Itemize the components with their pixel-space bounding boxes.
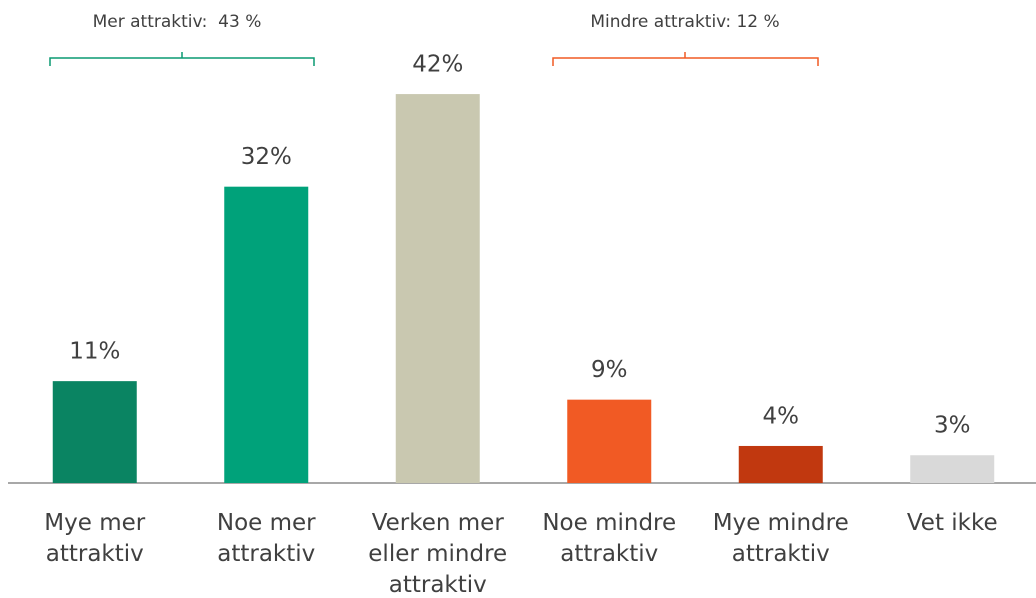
bracket: [552, 52, 819, 66]
annotation: Mer attraktiv: 43 %: [93, 12, 262, 32]
bar: [224, 186, 309, 483]
x-tick-label: Verken mer eller mindre attraktiv: [368, 510, 508, 598]
x-tick-label: Noe mindre attraktiv: [542, 510, 677, 567]
bar: [52, 381, 137, 483]
value-label: 11%: [69, 339, 120, 365]
value-label: 9%: [591, 357, 628, 383]
annotation: Mindre attraktiv: 12 %: [590, 12, 779, 32]
x-tick-label: Noe mer attraktiv: [216, 510, 316, 567]
bar: [395, 94, 480, 483]
value-label: 32%: [241, 144, 292, 170]
value-label: 42%: [412, 52, 463, 78]
bar: [910, 455, 995, 483]
value-label: 4%: [763, 403, 800, 429]
bracket: [49, 52, 315, 66]
bar: [738, 445, 823, 483]
value-label: 3%: [934, 413, 971, 439]
x-tick-label: Vet ikke: [906, 510, 998, 536]
x-tick-label: Mye mer attraktiv: [44, 510, 146, 567]
x-tick-label: Mye mindre attraktiv: [712, 510, 849, 567]
bar: [567, 399, 652, 483]
